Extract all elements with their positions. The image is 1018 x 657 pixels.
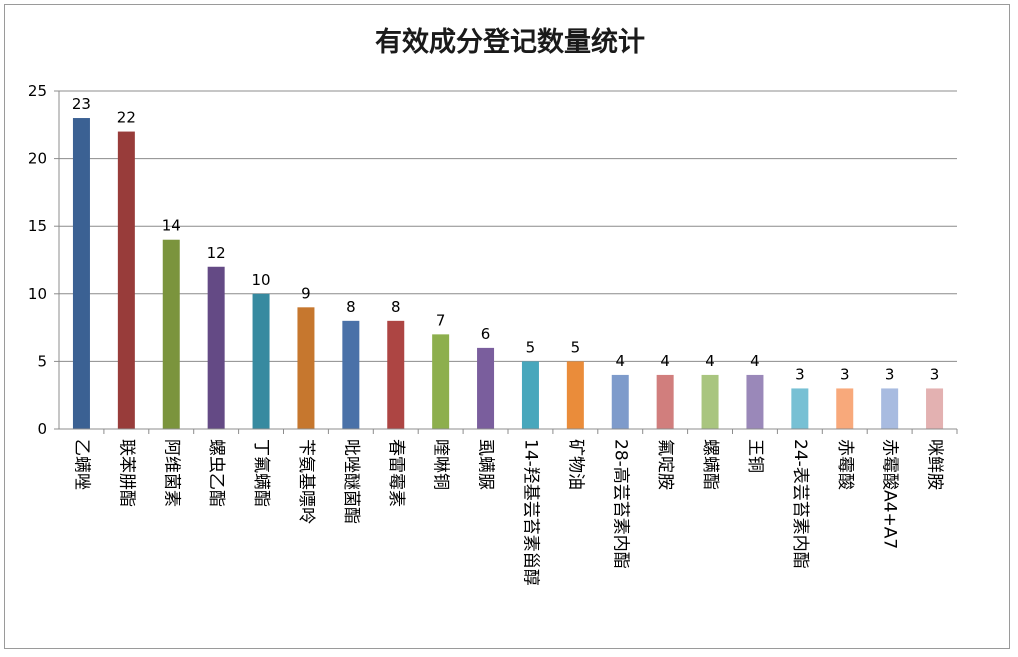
y-tick-label: 20 <box>28 150 47 168</box>
bar-10 <box>477 347 495 429</box>
x-category-label: 28-高芸苔素内酯 <box>610 439 630 569</box>
x-category-label: 虱螨脲 <box>476 439 496 490</box>
data-label: 12 <box>207 244 226 262</box>
data-label: 3 <box>795 365 805 383</box>
data-label: 3 <box>930 365 940 383</box>
y-tick-label: 25 <box>28 82 47 100</box>
bar-17 <box>791 388 809 429</box>
bar-15 <box>701 374 719 429</box>
y-tick-label: 15 <box>28 217 47 235</box>
bar-3 <box>162 239 180 429</box>
x-category-label: 赤霉酸 <box>835 439 855 490</box>
bar-12 <box>566 361 584 429</box>
data-label: 8 <box>346 298 356 316</box>
data-label: 3 <box>885 365 895 383</box>
bar-11 <box>521 361 539 429</box>
x-category-label: 丁氟螨酯 <box>251 439 271 507</box>
data-label: 10 <box>252 271 271 289</box>
data-label: 5 <box>526 338 536 356</box>
x-category-label: 喹啉铜 <box>431 439 451 490</box>
x-category-label: 吡唑醚菌酯 <box>341 439 361 524</box>
bar-20 <box>926 388 944 429</box>
bar-6 <box>297 307 315 429</box>
x-category-label: 咪鲜胺 <box>925 439 945 490</box>
data-label: 4 <box>660 352 670 370</box>
data-label: 4 <box>705 352 715 370</box>
bar-19 <box>881 388 899 429</box>
bar-layer: 23 22 14 12 10 9 8 8 7 6 5 5 4 4 4 4 3 3 3 3 <box>72 95 944 429</box>
bar-7 <box>342 320 360 429</box>
data-label: 4 <box>750 352 760 370</box>
x-category-label: 螺螨酯 <box>700 439 720 490</box>
chart-title: 有效成分登记数量统计 <box>375 26 645 58</box>
axis-layer: 0 5 10 15 20 25 乙螨唑 联苯肼酯 阿维菌素 螺虫乙酯 丁氟螨酯 苄氨基嘌呤 吡唑醚菌酯 春… <box>28 82 958 586</box>
bar-9 <box>432 334 450 429</box>
bar-4 <box>207 266 225 429</box>
data-label: 6 <box>481 325 491 343</box>
bar-14 <box>656 374 674 429</box>
x-category-label: 阿维菌素 <box>161 439 181 507</box>
x-category-label: 联苯肼酯 <box>116 439 136 507</box>
chart-frame: 有效成分登记数量统计 23 22 14 12 10 9 8 8 7 6 5 5 4 4 4 4 3 3 3 3 0 5 1… <box>4 4 1010 649</box>
data-label: 5 <box>571 338 581 356</box>
y-tick-label: 10 <box>28 285 47 303</box>
bar-5 <box>252 293 270 429</box>
y-tick-label: 5 <box>37 352 47 370</box>
y-tick-label: 0 <box>37 420 47 438</box>
bar-18 <box>836 388 854 429</box>
data-label: 22 <box>117 109 136 127</box>
x-category-label: 春雷霉素 <box>386 439 406 507</box>
bar-2 <box>117 131 135 429</box>
data-label: 7 <box>436 311 446 329</box>
x-category-label: 24-表芸苔素内酯 <box>790 439 810 569</box>
bar-16 <box>746 374 764 429</box>
x-category-label: 乙螨唑 <box>71 439 91 490</box>
x-category-label: 螺虫乙酯 <box>206 439 226 507</box>
grid-layer <box>59 90 957 362</box>
x-category-label: 王铜 <box>745 439 765 473</box>
x-category-label: 矿物油 <box>565 439 585 490</box>
data-label: 14 <box>162 217 181 235</box>
data-label: 4 <box>615 352 625 370</box>
x-category-label: 14-羟基芸苔素甾醇 <box>520 439 540 586</box>
x-category-label: 氟啶胺 <box>655 439 675 490</box>
bar-1 <box>72 118 90 429</box>
data-label: 9 <box>301 284 311 302</box>
bar-8 <box>387 320 405 429</box>
data-label: 3 <box>840 365 850 383</box>
x-category-label: 苄氨基嘌呤 <box>296 439 316 524</box>
data-label: 23 <box>72 95 91 113</box>
x-category-label: 赤霉酸A4+A7 <box>880 439 900 549</box>
bar-chart: 有效成分登记数量统计 23 22 14 12 10 9 8 8 7 6 5 5 4 4 4 4 3 3 3 3 0 5 1… <box>28 26 958 586</box>
data-label: 8 <box>391 298 401 316</box>
bar-13 <box>611 374 629 429</box>
